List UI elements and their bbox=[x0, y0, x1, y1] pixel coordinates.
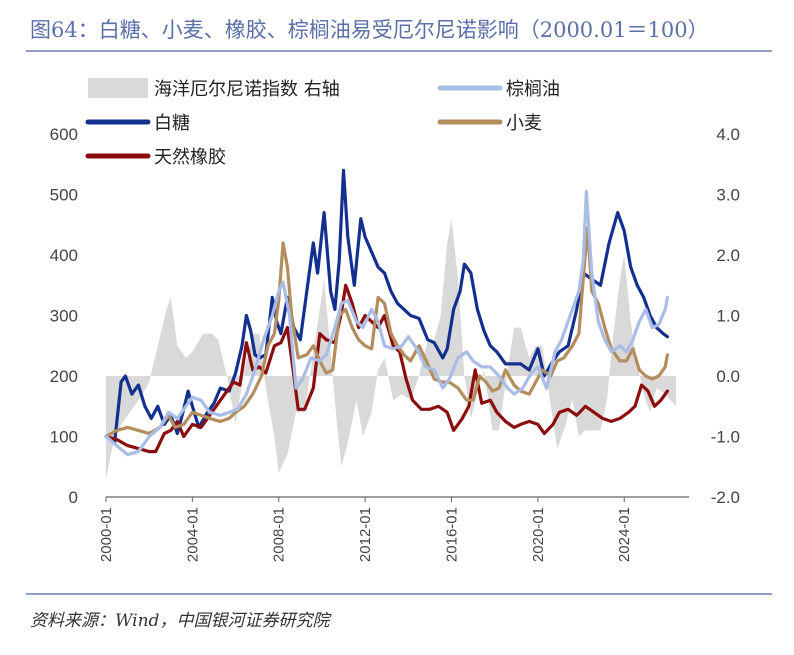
y-tick-label: 300 bbox=[50, 307, 78, 326]
source-note: 资料来源：Wind，中国银河证券研究院 bbox=[30, 611, 330, 631]
series-line-2 bbox=[104, 283, 669, 454]
legend-item-0: 海洋厄尔尼诺指数 右轴 bbox=[88, 78, 340, 100]
y2-tick-label: 3.0 bbox=[716, 186, 740, 205]
title-rule bbox=[26, 50, 772, 52]
y2-tick-label: 0.0 bbox=[716, 367, 740, 386]
legend-item-4: 棕榈油 bbox=[437, 79, 560, 100]
x-tick-label: 2004-01 bbox=[184, 507, 201, 562]
legend-item-1: 白糖 bbox=[85, 113, 190, 134]
x-tick-label: 2020-01 bbox=[530, 507, 547, 562]
source-rule bbox=[26, 593, 772, 595]
y2-tick-label: -1.0 bbox=[711, 428, 740, 447]
y-tick-label: 100 bbox=[50, 428, 78, 447]
y2-tick-label: -2.0 bbox=[711, 488, 740, 507]
legend-label: 白糖 bbox=[154, 113, 190, 134]
x-tick-label: 2024-01 bbox=[616, 507, 633, 562]
legend-label: 海洋厄尔尼诺指数 右轴 bbox=[154, 79, 340, 100]
y2-tick-label: 1.0 bbox=[716, 307, 740, 326]
legend-label: 天然橡胶 bbox=[154, 147, 226, 168]
legend-item-3: 小麦 bbox=[437, 113, 542, 134]
legend-swatch bbox=[88, 78, 148, 98]
y-tick-label: 400 bbox=[50, 246, 78, 265]
series-lines-layer bbox=[104, 168, 669, 457]
y-tick-label: 500 bbox=[50, 186, 78, 205]
legend-item-2: 天然橡胶 bbox=[85, 147, 226, 168]
enso-area-layer bbox=[106, 218, 676, 479]
series-area-enso bbox=[106, 218, 676, 479]
x-tick-label: 2012-01 bbox=[357, 507, 374, 562]
y-tick-label: 200 bbox=[50, 367, 78, 386]
y2-tick-label: 4.0 bbox=[716, 125, 740, 144]
x-tick-label: 2000-01 bbox=[98, 507, 115, 562]
y-tick-label: 600 bbox=[50, 125, 78, 144]
series-line-4 bbox=[104, 189, 669, 457]
series-line-3 bbox=[104, 226, 669, 439]
legend-label: 小麦 bbox=[506, 113, 542, 134]
legend-label: 棕榈油 bbox=[506, 79, 560, 100]
x-tick-label: 2008-01 bbox=[271, 507, 288, 562]
axes-layer: 0 100 200 300 400 500 600 -2.0 -1.0 0.0 1.0 2.0 3.0 4… bbox=[50, 125, 740, 562]
y-tick-label: 0 bbox=[69, 488, 78, 507]
chart-title: 图64：白糖、小麦、橡胶、棕榈油易受厄尔尼诺影响（2000.01＝100） bbox=[30, 18, 709, 42]
x-tick-label: 2016-01 bbox=[443, 507, 460, 562]
series-line-1 bbox=[104, 168, 669, 445]
y2-tick-label: 2.0 bbox=[716, 246, 740, 265]
